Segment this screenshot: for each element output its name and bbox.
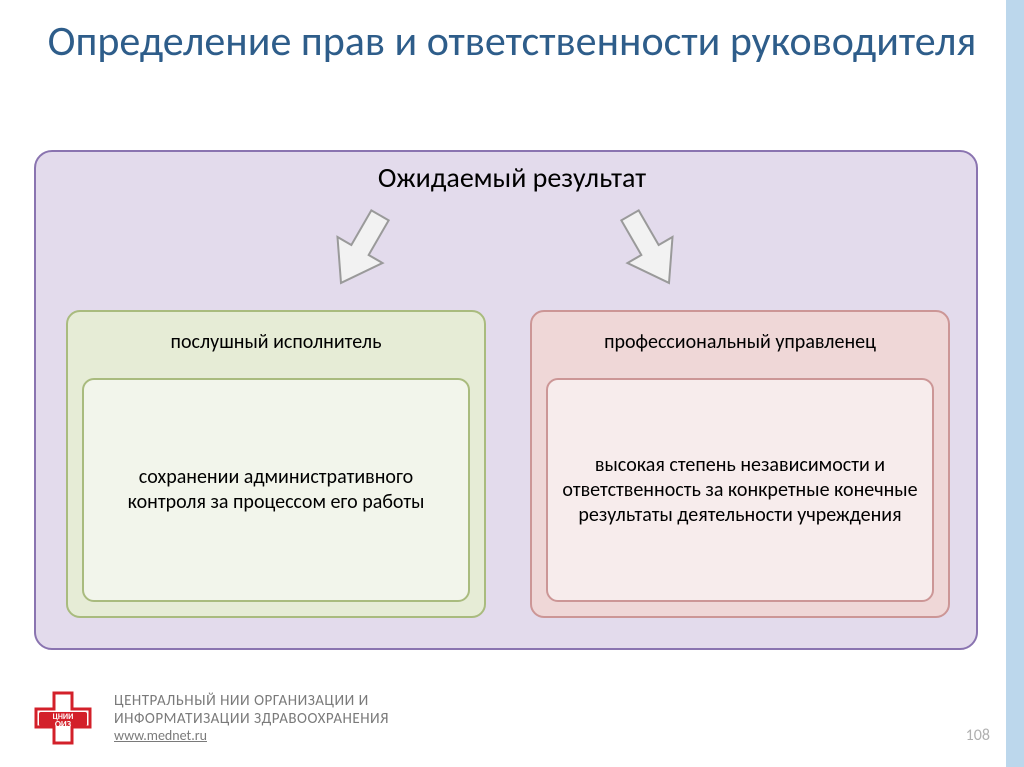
card-right-header: профессиональный управленец [532, 330, 948, 354]
card-left-body-text: сохранении административного контроля за… [98, 465, 454, 515]
footer-text: ЦЕНТРАЛЬНЫЙ НИИ ОРГАНИЗАЦИИ И ИНФОРМАТИЗ… [114, 692, 389, 745]
footer: ЦНИИ ОИЗ ЦЕНТРАЛЬНЫЙ НИИ ОРГАНИЗАЦИИ И И… [34, 691, 389, 745]
page-number: 108 [966, 726, 990, 745]
arrow-left-icon [320, 200, 400, 300]
arrow-path [320, 202, 400, 296]
arrow-right-icon [610, 200, 690, 300]
slide: Определение прав и ответственности руков… [0, 0, 1024, 767]
card-left-header: послушный исполнитель [68, 330, 484, 354]
card-right-body: высокая степень независимости и ответств… [546, 378, 934, 602]
logo-text-bottom: ОИЗ [55, 719, 72, 730]
footer-link[interactable]: www.mednet.ru [114, 728, 389, 745]
outer-subtitle: Ожидаемый результат [0, 160, 1024, 195]
card-right: профессиональный управленец высокая степ… [530, 310, 950, 618]
card-left: послушный исполнитель сохранении админис… [66, 310, 486, 618]
arrow-path [610, 202, 690, 296]
side-strip [1006, 0, 1024, 767]
card-left-body: сохранении административного контроля за… [82, 378, 470, 602]
footer-line-1: ЦЕНТРАЛЬНЫЙ НИИ ОРГАНИЗАЦИИ И [114, 692, 389, 710]
slide-title: Определение прав и ответственности руков… [0, 18, 1024, 66]
footer-line-2: ИНФОРМАТИЗАЦИИ ЗДРАВООХРАНЕНИЯ [114, 710, 389, 728]
footer-logo: ЦНИИ ОИЗ [34, 691, 96, 745]
card-right-body-text: высокая степень независимости и ответств… [562, 453, 918, 528]
